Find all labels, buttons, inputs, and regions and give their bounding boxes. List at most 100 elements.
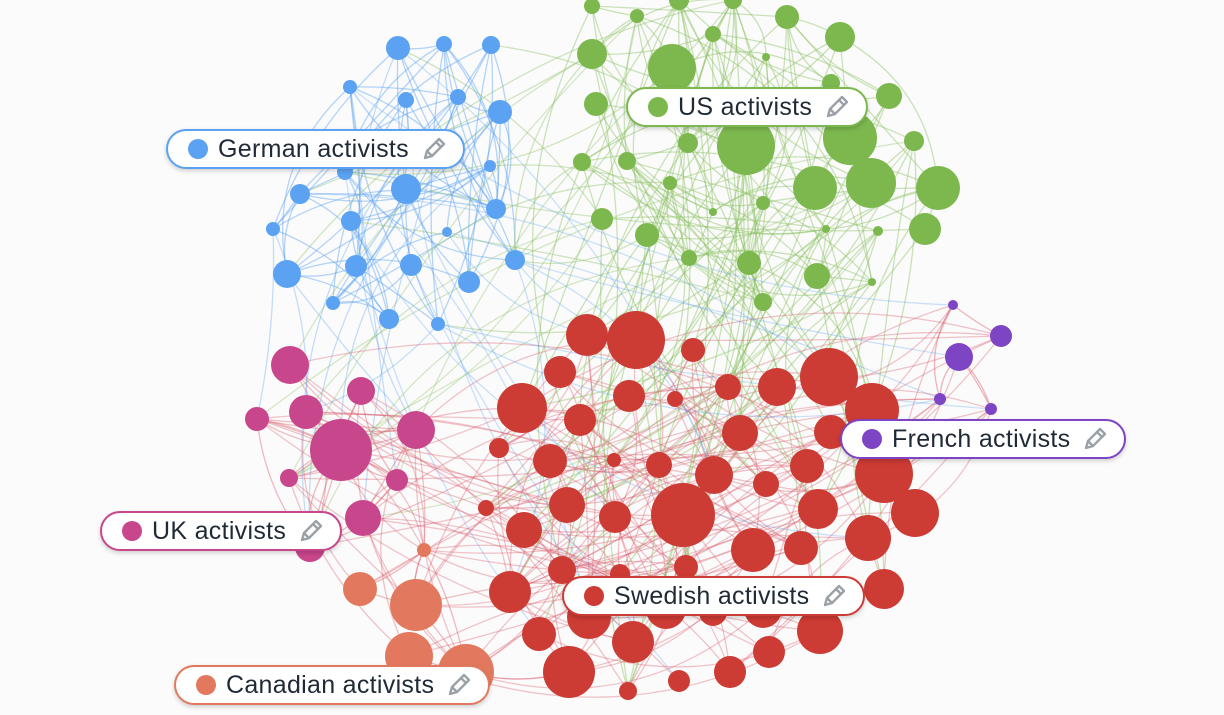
pencil-edit-icon[interactable]	[296, 516, 326, 546]
swedish-activist-node[interactable]	[599, 501, 631, 533]
us-activist-node[interactable]	[705, 26, 721, 42]
german-activist-node[interactable]	[482, 36, 500, 54]
swedish-activist-node[interactable]	[548, 556, 576, 584]
german-activist-node[interactable]	[273, 260, 301, 288]
us-activist-node[interactable]	[876, 83, 902, 109]
swedish-activist-node[interactable]	[731, 528, 775, 572]
swedish-activist-node[interactable]	[797, 608, 843, 654]
swedish-activist-node[interactable]	[668, 670, 690, 692]
swedish-activist-node[interactable]	[667, 391, 683, 407]
german-activist-node[interactable]	[379, 309, 399, 329]
swedish-activist-node[interactable]	[651, 483, 715, 547]
us-activist-node[interactable]	[916, 166, 960, 210]
swedish-activist-node[interactable]	[758, 368, 796, 406]
us-activist-node[interactable]	[909, 213, 941, 245]
german-activist-node[interactable]	[345, 255, 367, 277]
swedish-activist-node[interactable]	[489, 571, 531, 613]
cluster-label-german[interactable]: German activists	[166, 129, 465, 169]
german-activist-node[interactable]	[488, 100, 512, 124]
swedish-activist-node[interactable]	[722, 415, 758, 451]
cluster-label-us[interactable]: US activists	[626, 87, 869, 127]
cluster-label-canadian[interactable]: Canadian activists	[174, 665, 491, 705]
swedish-activist-node[interactable]	[522, 617, 556, 651]
us-activist-node[interactable]	[648, 44, 696, 92]
swedish-activist-node[interactable]	[753, 636, 785, 668]
german-activist-node[interactable]	[431, 317, 445, 331]
swedish-activist-node[interactable]	[714, 656, 746, 688]
us-activist-node[interactable]	[822, 225, 830, 233]
uk-activist-node[interactable]	[280, 469, 298, 487]
swedish-activist-node[interactable]	[855, 445, 913, 503]
us-activist-node[interactable]	[737, 251, 761, 275]
us-activist-node[interactable]	[591, 208, 613, 230]
german-activist-node[interactable]	[398, 92, 414, 108]
us-activist-node[interactable]	[584, 92, 608, 116]
swedish-activist-node[interactable]	[543, 646, 595, 698]
german-activist-node[interactable]	[450, 89, 466, 105]
us-activist-node[interactable]	[717, 117, 775, 175]
uk-activist-node[interactable]	[386, 469, 408, 491]
swedish-activist-node[interactable]	[800, 348, 858, 406]
swedish-activist-node[interactable]	[506, 512, 542, 548]
us-activist-node[interactable]	[724, 0, 742, 9]
german-activist-node[interactable]	[486, 199, 506, 219]
swedish-activist-node[interactable]	[864, 569, 904, 609]
swedish-activist-node[interactable]	[646, 452, 672, 478]
us-activist-node[interactable]	[804, 263, 830, 289]
french-activist-node[interactable]	[990, 325, 1012, 347]
german-activist-node[interactable]	[436, 36, 452, 52]
us-activist-node[interactable]	[681, 250, 697, 266]
german-activist-node[interactable]	[484, 160, 496, 172]
uk-activist-node[interactable]	[271, 346, 309, 384]
us-activist-node[interactable]	[846, 158, 896, 208]
swedish-activist-node[interactable]	[674, 555, 698, 579]
pencil-edit-icon[interactable]	[822, 92, 852, 122]
uk-activist-node[interactable]	[397, 411, 435, 449]
swedish-activist-node[interactable]	[564, 404, 596, 436]
us-activist-node[interactable]	[669, 0, 689, 10]
german-activist-node[interactable]	[505, 250, 525, 270]
french-activist-node[interactable]	[945, 343, 973, 371]
us-activist-node[interactable]	[618, 152, 636, 170]
uk-activist-node[interactable]	[289, 395, 323, 429]
pencil-edit-icon[interactable]	[819, 581, 849, 611]
swedish-activist-node[interactable]	[681, 338, 705, 362]
us-activist-node[interactable]	[577, 39, 607, 69]
german-activist-node[interactable]	[400, 254, 422, 276]
german-activist-node[interactable]	[386, 36, 410, 60]
swedish-activist-node[interactable]	[478, 500, 494, 516]
swedish-activist-node[interactable]	[619, 682, 637, 700]
french-activist-node[interactable]	[948, 300, 958, 310]
french-activist-node[interactable]	[934, 393, 946, 405]
uk-activist-node[interactable]	[245, 407, 269, 431]
us-activist-node[interactable]	[775, 5, 799, 29]
swedish-activist-node[interactable]	[544, 356, 576, 388]
cluster-label-swedish[interactable]: Swedish activists	[562, 576, 866, 616]
cluster-label-french[interactable]: French activists	[840, 419, 1127, 459]
swedish-activist-node[interactable]	[784, 531, 818, 565]
swedish-activist-node[interactable]	[612, 621, 654, 663]
german-activist-node[interactable]	[442, 227, 452, 237]
swedish-activist-node[interactable]	[497, 383, 547, 433]
canadian-activist-node[interactable]	[390, 579, 442, 631]
uk-activist-node[interactable]	[347, 377, 375, 405]
swedish-activist-node[interactable]	[695, 456, 733, 494]
german-activist-node[interactable]	[458, 271, 480, 293]
us-activist-node[interactable]	[635, 223, 659, 247]
swedish-activist-node[interactable]	[790, 449, 824, 483]
us-activist-node[interactable]	[754, 293, 772, 311]
us-activist-node[interactable]	[573, 153, 591, 171]
german-activist-node[interactable]	[326, 296, 340, 310]
us-activist-node[interactable]	[663, 176, 677, 190]
swedish-activist-node[interactable]	[566, 314, 608, 356]
german-activist-node[interactable]	[341, 211, 361, 231]
us-activist-node[interactable]	[756, 196, 770, 210]
us-activist-node[interactable]	[904, 131, 924, 151]
canadian-activist-node[interactable]	[343, 572, 377, 606]
swedish-activist-node[interactable]	[549, 487, 585, 523]
swedish-activist-node[interactable]	[891, 489, 939, 537]
uk-activist-node[interactable]	[310, 419, 372, 481]
swedish-activist-node[interactable]	[814, 415, 848, 449]
canadian-activist-node[interactable]	[417, 543, 431, 557]
pencil-edit-icon[interactable]	[419, 134, 449, 164]
